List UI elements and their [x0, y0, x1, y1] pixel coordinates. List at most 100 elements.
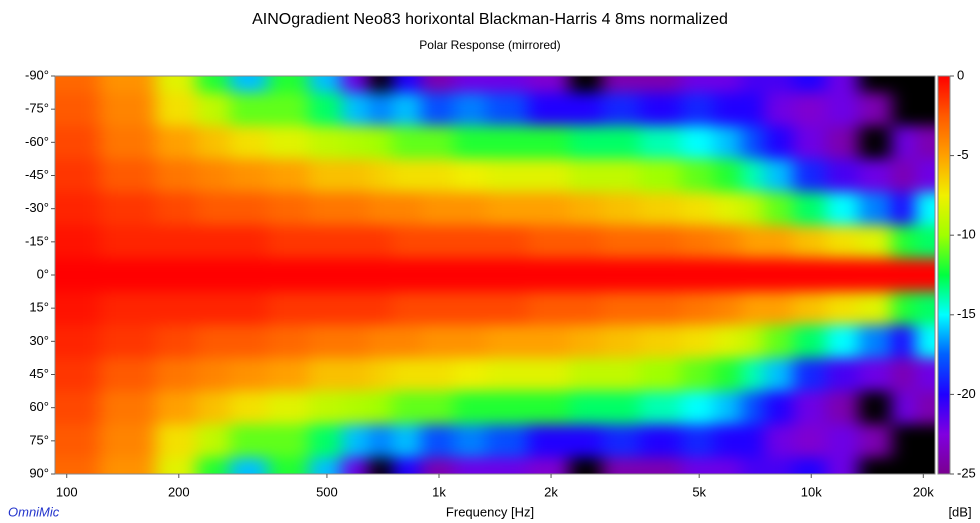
heat-cell: [764, 192, 793, 226]
heat-cell: [741, 159, 765, 193]
heat-cell: [309, 358, 342, 392]
heat-cell: [714, 225, 742, 259]
heat-cell: [487, 126, 529, 160]
heat-cell: [681, 126, 714, 160]
heat-cell: [369, 358, 393, 392]
heat-cell: [569, 325, 602, 359]
heat-cell: [793, 424, 826, 458]
heat-cell: [309, 391, 342, 425]
heat-cell: [268, 391, 310, 425]
heat-cell: [342, 258, 370, 292]
y-tick-label: -30°: [25, 200, 49, 215]
heat-cell: [892, 325, 916, 359]
heat-cell: [764, 258, 793, 292]
heat-cell: [528, 325, 570, 359]
heat-cell: [793, 292, 826, 326]
heat-cell: [156, 258, 198, 292]
y-tick-label: -60°: [25, 134, 49, 149]
x-tick-label: 1k: [432, 484, 446, 499]
heat-cell: [454, 225, 487, 259]
heat-cell: [793, 391, 826, 425]
heat-cell: [197, 358, 230, 392]
heat-cell: [892, 93, 916, 127]
heat-cell: [487, 325, 529, 359]
colorbar-tick-label: -5: [957, 147, 969, 162]
heat-cell: [454, 93, 487, 127]
heat-cell: [714, 192, 742, 226]
chart-subtitle: Polar Response (mirrored): [419, 38, 560, 52]
heat-cell: [764, 126, 793, 160]
y-tick-label: -90°: [25, 67, 49, 82]
heat-cell: [528, 192, 570, 226]
heat-cell: [268, 159, 310, 193]
watermark: OmniMic: [8, 504, 60, 519]
heat-cell: [892, 292, 916, 326]
y-tick-label: 0°: [37, 266, 49, 281]
heat-cell: [230, 358, 269, 392]
heat-cell: [156, 225, 198, 259]
heat-cell: [454, 358, 487, 392]
heat-cell: [681, 159, 714, 193]
heat-cell: [230, 192, 269, 226]
heat-cell: [421, 192, 454, 226]
heat-cell: [268, 325, 310, 359]
heat-cell: [859, 159, 892, 193]
heat-cell: [859, 258, 892, 292]
heat-cell: [640, 126, 682, 160]
heat-cell: [528, 93, 570, 127]
heat-cell: [454, 258, 487, 292]
heat-cell: [793, 358, 826, 392]
heat-cell: [714, 93, 742, 127]
heat-cell: [892, 391, 916, 425]
heat-cell: [826, 159, 859, 193]
heat-cell: [741, 292, 765, 326]
colorbar-tick-label: -15: [957, 306, 976, 321]
heat-cell: [454, 192, 487, 226]
heat-cell: [859, 292, 892, 326]
heat-cell: [681, 358, 714, 392]
heat-cell: [454, 391, 487, 425]
heat-cell: [421, 126, 454, 160]
heat-cell: [342, 126, 370, 160]
heat-cell: [569, 93, 602, 127]
heat-cell: [156, 424, 198, 458]
heat-cell: [487, 225, 529, 259]
heat-cell: [369, 225, 393, 259]
heat-cell: [640, 424, 682, 458]
heat-cell: [602, 192, 641, 226]
heat-cell: [892, 159, 916, 193]
heat-cell: [487, 192, 529, 226]
heat-cell: [681, 325, 714, 359]
y-tick-label: 30°: [29, 333, 49, 348]
heat-cell: [369, 159, 393, 193]
heat-cell: [230, 225, 269, 259]
heat-cell: [100, 159, 157, 193]
heat-cell: [764, 424, 793, 458]
heat-cell: [793, 159, 826, 193]
x-tick-label: 5k: [692, 484, 706, 499]
heat-cell: [487, 391, 529, 425]
heat-cell: [197, 424, 230, 458]
heat-cell: [569, 258, 602, 292]
y-tick-label: 15°: [29, 300, 49, 315]
heat-cell: [156, 391, 198, 425]
heat-cell: [487, 358, 529, 392]
heat-cell: [741, 258, 765, 292]
heat-cell: [392, 192, 421, 226]
heat-cell: [569, 292, 602, 326]
heat-cell: [100, 325, 157, 359]
heat-cell: [309, 292, 342, 326]
heat-cell: [268, 292, 310, 326]
heat-cell: [640, 258, 682, 292]
heat-cell: [197, 93, 230, 127]
heat-cell: [528, 159, 570, 193]
y-tick-label: 75°: [29, 432, 49, 447]
heat-cell: [741, 93, 765, 127]
heat-cell: [741, 424, 765, 458]
heat-cell: [602, 292, 641, 326]
y-tick-label: -75°: [25, 101, 49, 116]
heat-cell: [640, 358, 682, 392]
heat-cell: [569, 225, 602, 259]
heat-cell: [342, 93, 370, 127]
colorbar: [938, 76, 950, 474]
